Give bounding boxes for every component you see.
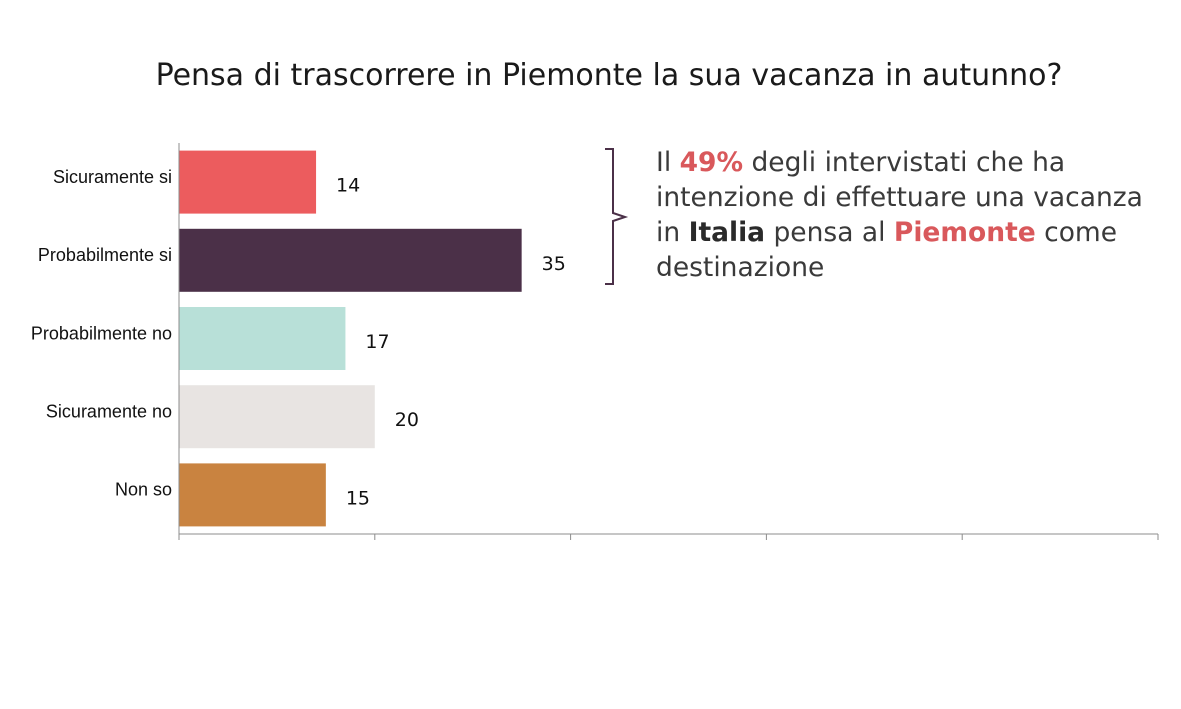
category-label-4: Non so [115, 480, 172, 500]
annotation-italia: Italia [688, 217, 766, 248]
chart-title: Pensa di trascorrere in Piemonte la sua … [155, 58, 1063, 93]
annotation-part3: pensa al [765, 217, 894, 248]
category-label-2: Probabilmente no [31, 323, 172, 343]
category-label-0: Sicuramente si [53, 167, 172, 187]
value-label-3: 20 [395, 409, 419, 431]
category-label-1: Probabilmente si [38, 245, 172, 265]
bar-0 [179, 150, 317, 214]
annotation-part1: Il [656, 147, 680, 178]
value-label-0: 14 [336, 175, 360, 197]
axes-group [178, 143, 1159, 540]
value-label-2: 17 [365, 331, 389, 353]
annotation-bracket [605, 148, 629, 285]
bar-1 [179, 228, 522, 292]
annotation-part4: come destinazione [656, 217, 1118, 283]
value-label-1: 35 [542, 253, 566, 275]
annotation-part2: degli intervistati che ha intenzione di … [656, 147, 1143, 248]
bar-3 [179, 385, 375, 449]
value-label-4: 15 [346, 487, 370, 509]
bar-2 [179, 307, 346, 370]
bars-group: Sicuramente si 14 Probabilmente si 35 Probab… [31, 150, 566, 527]
annotation-text: Il 49% degli intervistati che ha intenzi… [656, 145, 1156, 285]
category-label-3: Sicuramente no [46, 401, 172, 421]
annotation-piemonte: Piemonte [893, 217, 1036, 248]
annotation-percentage: 49% [679, 147, 744, 178]
bar-4 [179, 463, 326, 527]
